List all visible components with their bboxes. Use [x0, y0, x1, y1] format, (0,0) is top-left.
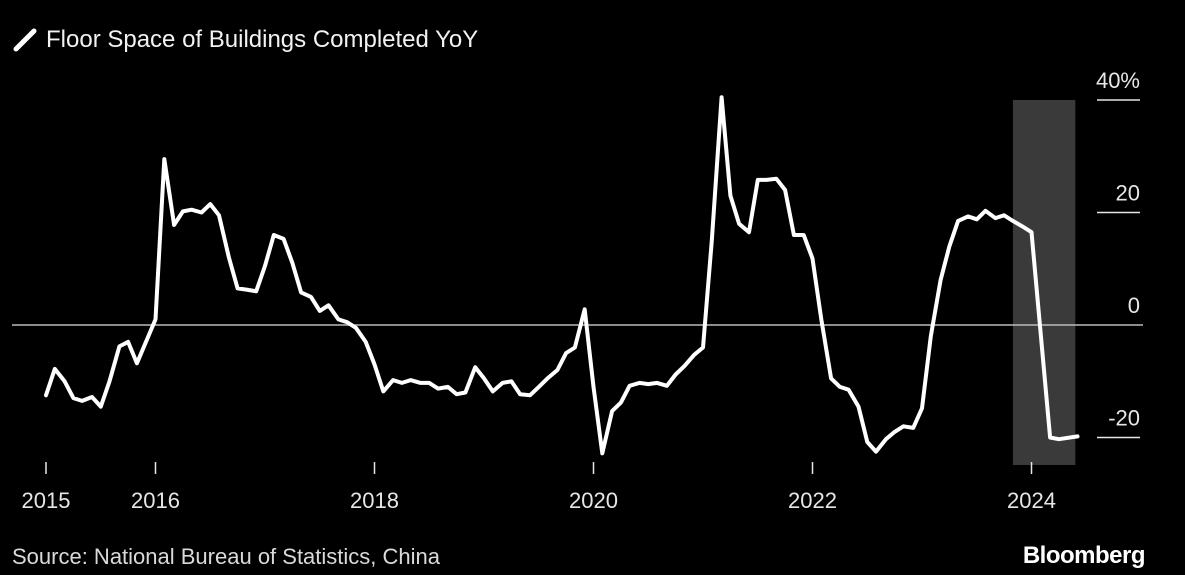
x-tick-label: 2024 [1007, 488, 1056, 513]
diagonal-line-icon [13, 28, 37, 52]
legend: Floor Space of Buildings Completed YoY [12, 26, 478, 54]
series-line-floor-space [44, 95, 1080, 456]
x-tick-label: 2015 [22, 488, 71, 513]
x-tick-label: 2020 [569, 488, 618, 513]
y-axis: 40% 20 0 -20 [1096, 68, 1140, 439]
source-note: Source: National Bureau of Statistics, C… [12, 544, 441, 569]
bloomberg-logo: Bloomberg [1022, 542, 1146, 569]
x-axis: 2015 2016 2018 2020 2022 2024 [22, 462, 1056, 513]
shaded-region [1012, 100, 1076, 465]
x-tick-label: 2022 [788, 488, 837, 513]
x-tick-label: 2016 [131, 488, 180, 513]
y-tick-label: 20 [1116, 181, 1140, 206]
y-tick-label: 40% [1096, 68, 1140, 93]
y-tick-label: 0 [1128, 293, 1140, 318]
shaded-region-layer [1012, 100, 1076, 465]
legend-series-label: Floor Space of Buildings Completed YoY [46, 26, 479, 53]
x-tick-label: 2018 [350, 488, 399, 513]
series-layer [44, 95, 1080, 456]
y-tick-label: -20 [1108, 406, 1140, 431]
